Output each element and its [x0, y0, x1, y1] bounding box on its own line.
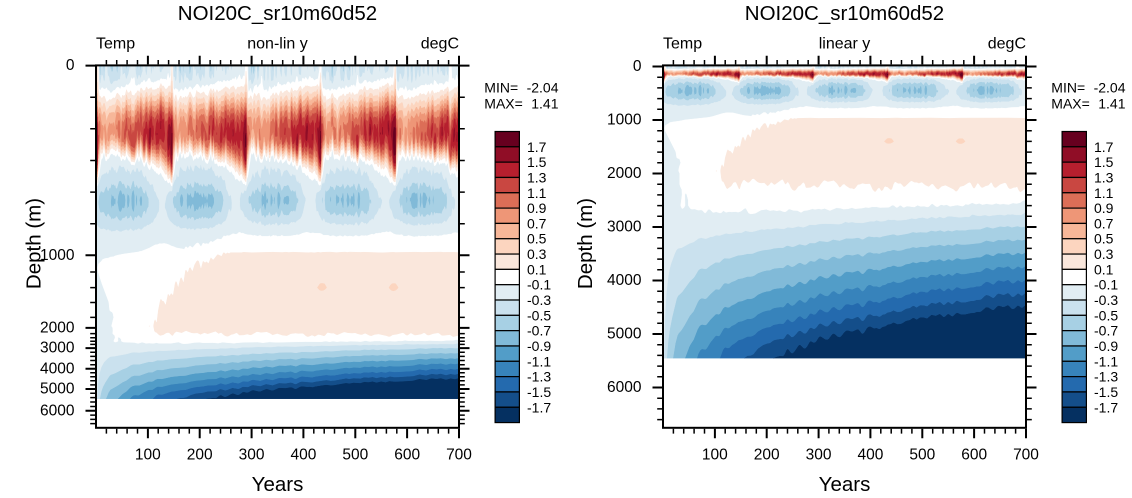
- svg-text:1.41: 1.41: [1098, 96, 1125, 112]
- svg-text:NOI20C_sr10m60d52: NOI20C_sr10m60d52: [178, 2, 377, 25]
- svg-text:-0.9: -0.9: [527, 338, 551, 354]
- svg-text:300: 300: [806, 447, 832, 464]
- svg-text:600: 600: [394, 447, 420, 464]
- svg-text:1000: 1000: [40, 247, 75, 264]
- svg-text:200: 200: [754, 447, 780, 464]
- svg-text:0.1: 0.1: [1094, 261, 1114, 277]
- svg-text:Years: Years: [252, 473, 304, 496]
- svg-text:100: 100: [135, 447, 161, 464]
- svg-text:3000: 3000: [40, 340, 75, 357]
- svg-text:0.9: 0.9: [527, 200, 547, 216]
- svg-text:degC: degC: [421, 36, 459, 53]
- svg-text:0.1: 0.1: [527, 261, 547, 277]
- svg-text:400: 400: [290, 447, 316, 464]
- svg-text:1.1: 1.1: [1094, 185, 1114, 201]
- svg-text:4000: 4000: [607, 272, 642, 289]
- svg-text:-0.1: -0.1: [1094, 277, 1118, 293]
- svg-text:-2.04: -2.04: [1094, 80, 1126, 96]
- svg-text:1.5: 1.5: [1094, 154, 1114, 170]
- svg-text:5000: 5000: [40, 381, 75, 398]
- svg-text:-0.7: -0.7: [1094, 323, 1118, 339]
- svg-text:0: 0: [66, 57, 75, 74]
- svg-text:MIN=: MIN=: [1051, 80, 1085, 96]
- svg-text:2000: 2000: [40, 319, 75, 336]
- svg-text:400: 400: [857, 447, 883, 464]
- svg-text:-1.5: -1.5: [527, 384, 551, 400]
- svg-text:0.7: 0.7: [527, 215, 547, 231]
- svg-text:MAX=: MAX=: [484, 96, 523, 112]
- svg-text:600: 600: [961, 447, 987, 464]
- svg-text:-0.3: -0.3: [527, 292, 551, 308]
- svg-text:0.7: 0.7: [1094, 215, 1114, 231]
- svg-text:500: 500: [342, 447, 368, 464]
- svg-text:0: 0: [633, 58, 642, 75]
- svg-text:degC: degC: [988, 36, 1026, 53]
- svg-text:-0.9: -0.9: [1094, 338, 1118, 354]
- svg-text:MIN=: MIN=: [484, 80, 518, 96]
- svg-text:Temp: Temp: [663, 36, 702, 53]
- svg-text:6000: 6000: [40, 402, 75, 419]
- svg-text:700: 700: [1013, 447, 1039, 464]
- svg-text:-1.5: -1.5: [1094, 384, 1118, 400]
- svg-text:-2.04: -2.04: [527, 80, 559, 96]
- svg-text:700: 700: [446, 447, 472, 464]
- svg-text:Years: Years: [819, 473, 871, 496]
- svg-text:1.3: 1.3: [1094, 169, 1114, 185]
- svg-text:1.41: 1.41: [531, 96, 558, 112]
- svg-text:300: 300: [239, 447, 265, 464]
- svg-text:0.5: 0.5: [1094, 231, 1114, 247]
- svg-text:MAX=: MAX=: [1051, 96, 1090, 112]
- svg-text:-0.5: -0.5: [1094, 307, 1118, 323]
- svg-text:6000: 6000: [607, 379, 642, 396]
- svg-text:-1.7: -1.7: [1094, 399, 1118, 415]
- svg-text:-0.1: -0.1: [527, 277, 551, 293]
- svg-text:5000: 5000: [607, 326, 642, 343]
- svg-text:-1.3: -1.3: [1094, 369, 1118, 385]
- svg-text:-0.3: -0.3: [1094, 292, 1118, 308]
- svg-text:1.1: 1.1: [527, 185, 547, 201]
- svg-text:4000: 4000: [40, 360, 75, 377]
- svg-text:linear y: linear y: [819, 36, 871, 53]
- svg-text:Temp: Temp: [96, 36, 135, 53]
- svg-text:-1.7: -1.7: [527, 399, 551, 415]
- svg-text:1.5: 1.5: [527, 154, 547, 170]
- svg-text:0.9: 0.9: [1094, 200, 1114, 216]
- svg-text:1000: 1000: [607, 112, 642, 129]
- svg-text:-0.5: -0.5: [527, 307, 551, 323]
- svg-text:500: 500: [909, 447, 935, 464]
- svg-text:-0.7: -0.7: [527, 323, 551, 339]
- svg-text:Depth (m): Depth (m): [574, 198, 597, 289]
- svg-text:-1.3: -1.3: [527, 369, 551, 385]
- svg-text:200: 200: [187, 447, 213, 464]
- svg-text:0.5: 0.5: [527, 231, 547, 247]
- svg-text:1.7: 1.7: [527, 139, 547, 155]
- svg-text:100: 100: [702, 447, 728, 464]
- svg-text:1.7: 1.7: [1094, 139, 1114, 155]
- svg-text:Depth (m): Depth (m): [22, 198, 45, 289]
- svg-text:0.3: 0.3: [1094, 246, 1114, 262]
- svg-text:NOI20C_sr10m60d52: NOI20C_sr10m60d52: [745, 2, 944, 25]
- svg-text:0.3: 0.3: [527, 246, 547, 262]
- svg-text:non-lin y: non-lin y: [247, 36, 307, 53]
- svg-text:1.3: 1.3: [527, 169, 547, 185]
- svg-text:2000: 2000: [607, 165, 642, 182]
- svg-text:-1.1: -1.1: [527, 353, 551, 369]
- svg-text:3000: 3000: [607, 219, 642, 236]
- svg-text:-1.1: -1.1: [1094, 353, 1118, 369]
